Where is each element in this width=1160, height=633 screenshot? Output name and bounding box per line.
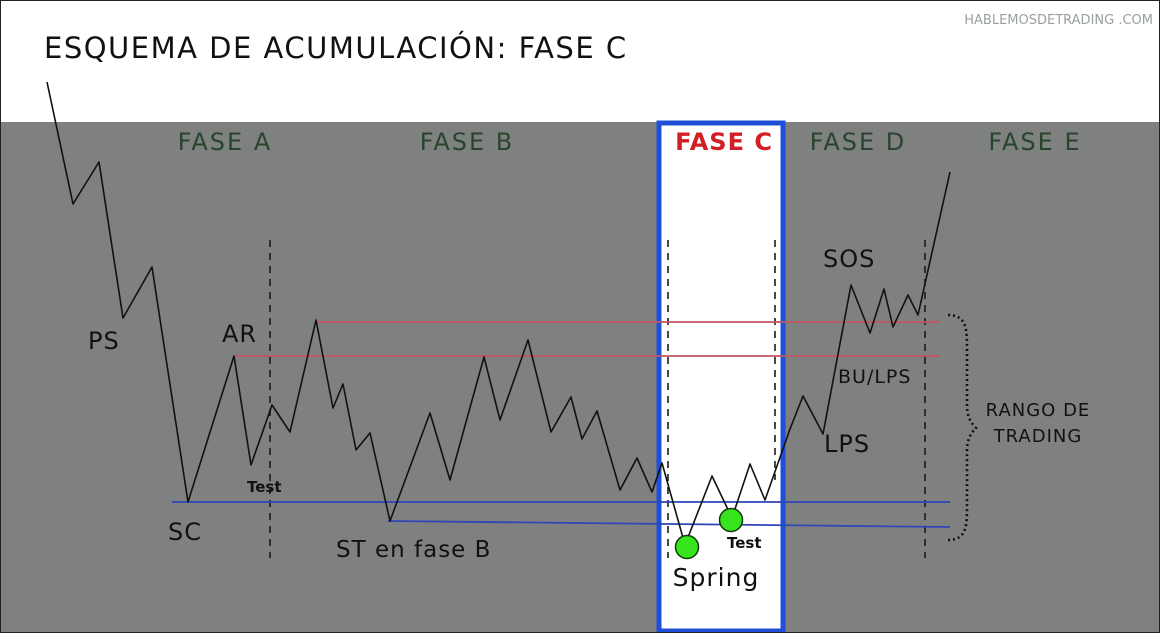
- spring-marker: [674, 534, 700, 560]
- label-ps: PS: [88, 327, 120, 355]
- price-path: [46, 81, 951, 546]
- watermark: HABLEMOSDETRADING .COM: [964, 13, 1153, 28]
- diagram-title: ESQUEMA DE ACUMULACIÓN: FASE C: [44, 31, 628, 65]
- phase-a-heading: FASE A: [178, 128, 272, 156]
- label-test-phase-c: Test: [727, 534, 762, 552]
- label-spring: Spring: [673, 563, 760, 592]
- label-bu-lps: BU/LPS: [838, 366, 911, 388]
- label-sos: SOS: [823, 245, 875, 273]
- label-lps: LPS: [824, 430, 870, 458]
- phase-d-heading: FASE D: [810, 128, 907, 156]
- label-sc: SC: [168, 518, 202, 546]
- label-range-line2: TRADING: [993, 426, 1083, 447]
- label-range-line1: RANGO DE: [986, 400, 1091, 421]
- range-brace: [947, 313, 978, 542]
- phase-c-heading: FASE C: [675, 128, 773, 156]
- label-st-phase-b: ST en fase B: [336, 537, 491, 563]
- test-marker: [718, 507, 744, 533]
- label-test-phase-a: Test: [247, 478, 282, 496]
- support-line-st: [387, 520, 951, 528]
- phase-b-heading: FASE B: [420, 128, 515, 156]
- label-ar: AR: [222, 320, 257, 348]
- chart-panel: [0, 122, 1160, 633]
- phase-e-heading: FASE E: [988, 128, 1081, 156]
